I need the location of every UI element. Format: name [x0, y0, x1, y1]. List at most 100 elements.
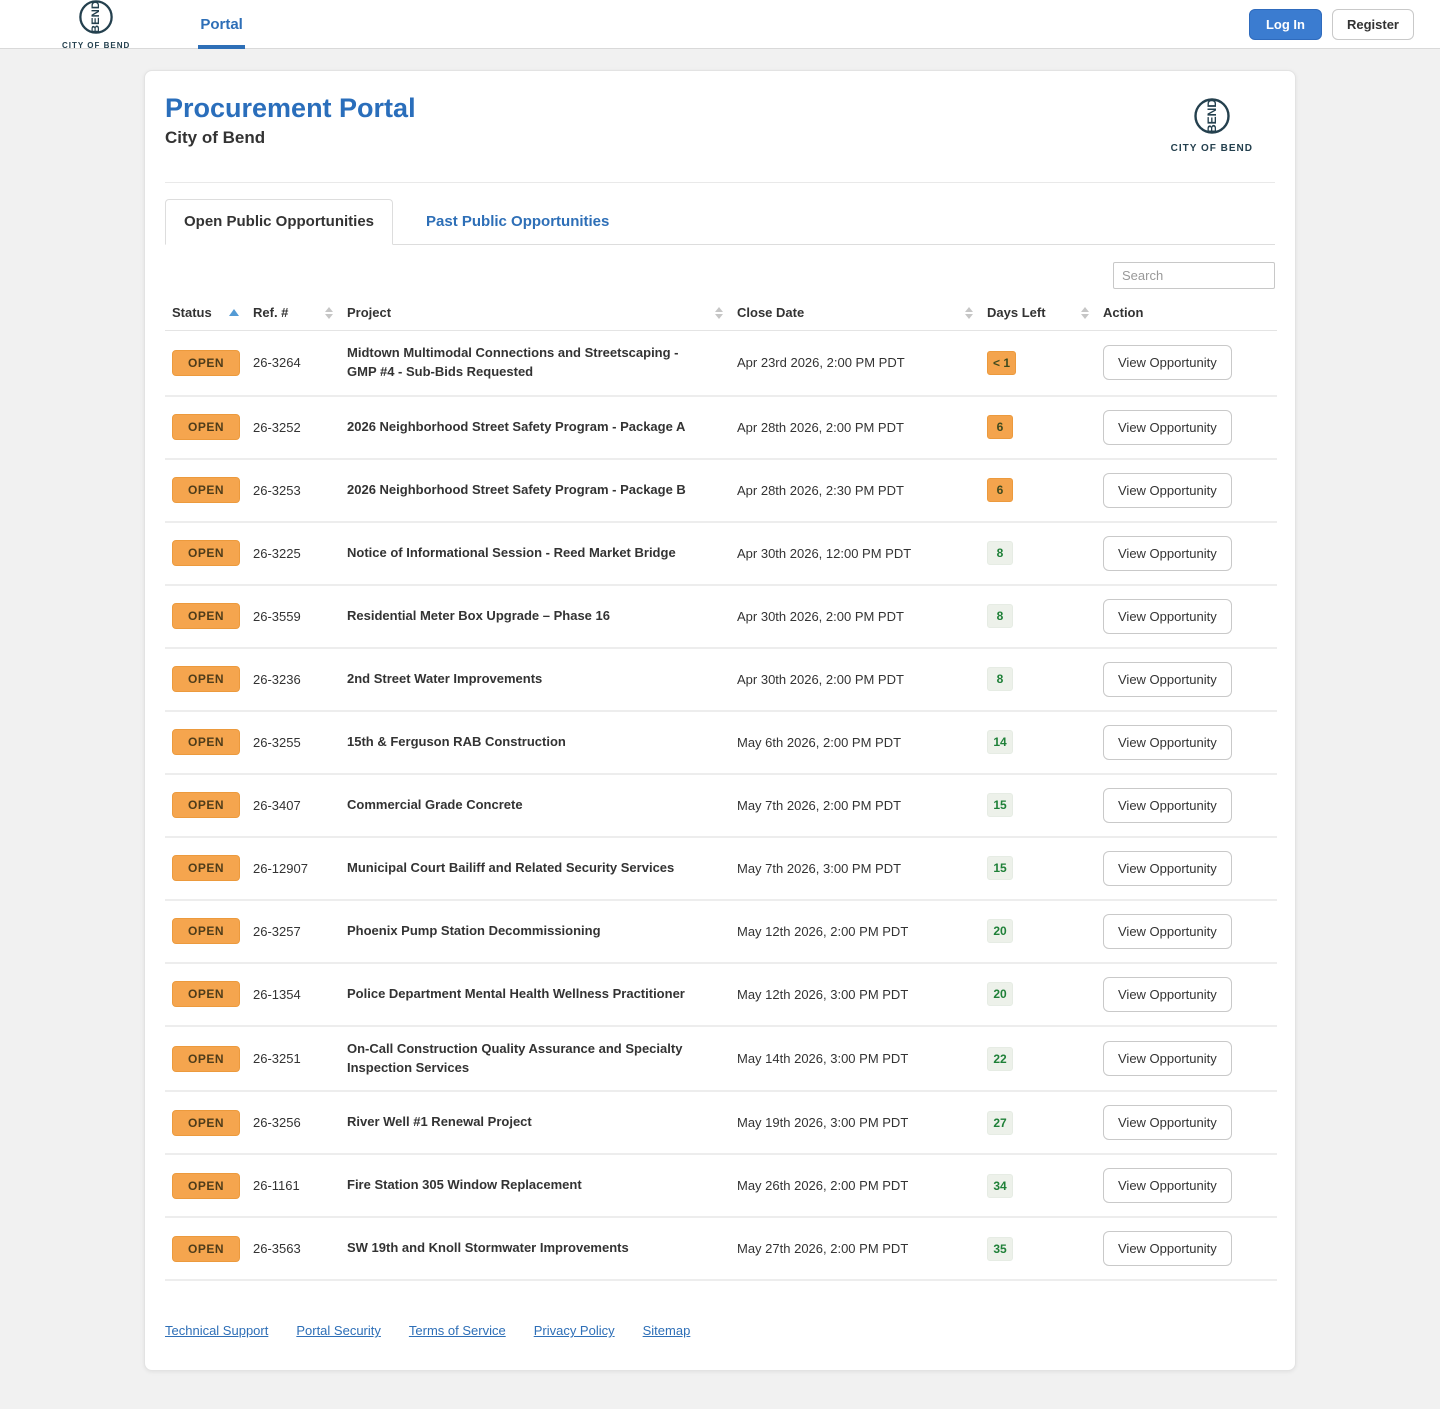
- ref-cell: 26-3256: [253, 1091, 347, 1156]
- project-cell: 15th & Ferguson RAB Construction: [347, 710, 737, 775]
- table-row: OPEN 26-12907 Municipal Court Bailiff an…: [165, 836, 1277, 901]
- sort-both-icon: [325, 306, 333, 319]
- column-header-ref[interactable]: Ref. #: [253, 299, 347, 331]
- project-cell: Residential Meter Box Upgrade – Phase 16: [347, 584, 737, 649]
- status-badge: OPEN: [172, 981, 241, 1008]
- close-date-cell: Apr 30th 2026, 2:00 PM PDT: [737, 647, 987, 712]
- page-title: Procurement Portal: [165, 93, 416, 123]
- sort-both-icon: [965, 306, 973, 319]
- status-badge: OPEN: [172, 414, 241, 441]
- table-row: OPEN 26-1161 Fire Station 305 Window Rep…: [165, 1154, 1277, 1219]
- status-badge: OPEN: [172, 1109, 241, 1136]
- column-header-days-left[interactable]: Days Left: [987, 299, 1103, 331]
- sort-ascending-icon: [229, 309, 239, 316]
- close-date-cell: May 6th 2026, 2:00 PM PDT: [737, 710, 987, 775]
- opportunities-table-body: OPEN 26-3264 Midtown Multimodal Connecti…: [165, 330, 1277, 1282]
- ref-cell: 26-3255: [253, 710, 347, 775]
- search-input[interactable]: [1113, 262, 1275, 289]
- table-row: OPEN 26-3252 2026 Neighborhood Street Sa…: [165, 395, 1277, 460]
- view-opportunity-button[interactable]: View Opportunity: [1103, 1105, 1232, 1141]
- status-badge: OPEN: [172, 1172, 241, 1199]
- close-date-cell: May 7th 2026, 3:00 PM PDT: [737, 836, 987, 901]
- project-cell: Midtown Multimodal Connections and Stree…: [347, 330, 737, 397]
- navbar-brand-label: CITY OF BEND: [62, 40, 131, 50]
- ref-cell: 26-3257: [253, 899, 347, 964]
- close-date-cell: Apr 30th 2026, 12:00 PM PDT: [737, 521, 987, 586]
- view-opportunity-button[interactable]: View Opportunity: [1103, 661, 1232, 697]
- ref-cell: 26-12907: [253, 836, 347, 901]
- card-logo-label: CITY OF BEND: [1170, 143, 1253, 154]
- status-badge: OPEN: [172, 477, 241, 504]
- view-opportunity-button[interactable]: View Opportunity: [1103, 1231, 1232, 1267]
- svg-text:BEND: BEND: [1205, 99, 1219, 133]
- project-cell: Commercial Grade Concrete: [347, 773, 737, 838]
- ref-cell: 26-3253: [253, 458, 347, 523]
- days-left-badge: 14: [987, 730, 1013, 755]
- column-header-close-date-label: Close Date: [737, 305, 805, 320]
- days-left-badge: 34: [987, 1173, 1013, 1198]
- column-header-days-left-label: Days Left: [987, 305, 1046, 320]
- close-date-cell: May 12th 2026, 2:00 PM PDT: [737, 899, 987, 964]
- header-divider: [165, 182, 1275, 183]
- close-date-cell: May 27th 2026, 2:00 PM PDT: [737, 1217, 987, 1282]
- view-opportunity-button[interactable]: View Opportunity: [1103, 345, 1232, 381]
- footer-link-sitemap[interactable]: Sitemap: [642, 1323, 691, 1339]
- ref-cell: 26-3252: [253, 395, 347, 460]
- nav-tab-portal[interactable]: Portal: [198, 0, 245, 49]
- status-badge: OPEN: [172, 349, 241, 376]
- card-logo: BEND CITY OF BEND: [1171, 97, 1253, 154]
- table-row: OPEN 26-3253 2026 Neighborhood Street Sa…: [165, 458, 1277, 523]
- sort-both-icon: [1081, 306, 1089, 319]
- status-badge: OPEN: [172, 666, 241, 693]
- days-left-badge: 8: [987, 667, 1013, 692]
- project-cell: Fire Station 305 Window Replacement: [347, 1154, 737, 1219]
- navbar-brand[interactable]: BEND CITY OF BEND: [62, 0, 130, 50]
- days-left-badge: 27: [987, 1110, 1013, 1135]
- footer-link-technical-support[interactable]: Technical Support: [165, 1323, 269, 1339]
- ref-cell: 26-3559: [253, 584, 347, 649]
- view-opportunity-button[interactable]: View Opportunity: [1103, 724, 1232, 760]
- city-of-bend-logo-icon: BEND: [1193, 97, 1231, 140]
- column-header-project[interactable]: Project: [347, 299, 737, 331]
- top-navbar: BEND CITY OF BEND Portal Log In Register: [0, 0, 1440, 50]
- days-left-badge: 15: [987, 793, 1013, 818]
- footer-link-terms-of-service[interactable]: Terms of Service: [408, 1323, 506, 1339]
- view-opportunity-button[interactable]: View Opportunity: [1103, 535, 1232, 571]
- card-header-titles: Procurement Portal City of Bend: [165, 93, 416, 148]
- table-row: OPEN 26-3264 Midtown Multimodal Connecti…: [165, 330, 1277, 397]
- city-of-bend-logo-icon: BEND: [78, 0, 114, 40]
- view-opportunity-button[interactable]: View Opportunity: [1103, 472, 1232, 508]
- view-opportunity-button[interactable]: View Opportunity: [1103, 1168, 1232, 1204]
- view-opportunity-button[interactable]: View Opportunity: [1103, 1041, 1232, 1077]
- project-cell: Phoenix Pump Station Decommissioning: [347, 899, 737, 964]
- column-header-status[interactable]: Status: [165, 299, 253, 331]
- view-opportunity-button[interactable]: View Opportunity: [1103, 787, 1232, 823]
- nav-tab-portal-label: Portal: [200, 15, 243, 33]
- register-button[interactable]: Register: [1331, 8, 1414, 40]
- view-opportunity-button[interactable]: View Opportunity: [1103, 913, 1232, 949]
- view-opportunity-button[interactable]: View Opportunity: [1103, 409, 1232, 445]
- footer-link-privacy-policy[interactable]: Privacy Policy: [533, 1323, 615, 1339]
- status-badge: OPEN: [172, 855, 241, 882]
- table-row: OPEN 26-3257 Phoenix Pump Station Decomm…: [165, 899, 1277, 964]
- page-subtitle: City of Bend: [165, 128, 266, 147]
- tab-open-public-opportunities[interactable]: Open Public Opportunities: [165, 199, 394, 245]
- close-date-cell: Apr 30th 2026, 2:00 PM PDT: [737, 584, 987, 649]
- column-header-close-date[interactable]: Close Date: [737, 299, 987, 331]
- table-row: OPEN 26-3407 Commercial Grade Concrete M…: [165, 773, 1277, 838]
- table-row: OPEN 26-1354 Police Department Mental He…: [165, 962, 1277, 1027]
- table-row: OPEN 26-3563 SW 19th and Knoll Stormwate…: [165, 1217, 1277, 1282]
- view-opportunity-button[interactable]: View Opportunity: [1103, 850, 1232, 886]
- login-button[interactable]: Log In: [1248, 8, 1322, 40]
- footer-link-portal-security[interactable]: Portal Security: [296, 1323, 381, 1339]
- days-left-badge: 8: [987, 541, 1013, 566]
- tab-past-public-opportunities[interactable]: Past Public Opportunities: [426, 213, 610, 230]
- ref-cell: 26-3236: [253, 647, 347, 712]
- view-opportunity-button[interactable]: View Opportunity: [1103, 976, 1232, 1012]
- procurement-portal-card: Procurement Portal City of Bend BEND CIT…: [144, 70, 1296, 1372]
- close-date-cell: Apr 28th 2026, 2:30 PM PDT: [737, 458, 987, 523]
- svg-text:BEND: BEND: [90, 0, 102, 32]
- column-header-ref-label: Ref. #: [253, 305, 289, 320]
- project-cell: Notice of Informational Session - Reed M…: [347, 521, 737, 586]
- view-opportunity-button[interactable]: View Opportunity: [1103, 598, 1232, 634]
